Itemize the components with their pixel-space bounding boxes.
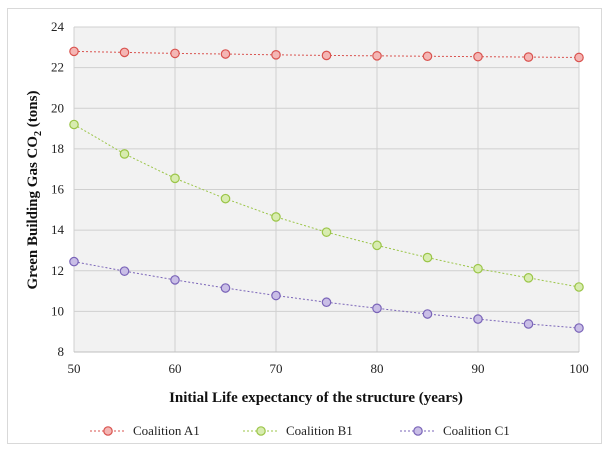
data-point	[271, 50, 281, 60]
y-tick-label: 14	[51, 222, 65, 237]
y-tick-label: 24	[51, 19, 65, 34]
y-tick-label: 8	[58, 344, 65, 359]
y-tick-label: 20	[51, 100, 64, 115]
data-point	[321, 227, 332, 237]
legend-item-coalition-a1: Coalition A1	[90, 423, 200, 438]
legend-marker	[413, 426, 423, 436]
data-point	[523, 319, 534, 329]
data-point	[372, 303, 382, 314]
legend: Coalition A1 Coalition B1 Coalition C1	[90, 423, 510, 438]
legend-marker	[103, 426, 113, 436]
series-coalition-a1	[69, 46, 584, 63]
legend-item-coalition-b1: Coalition B1	[243, 423, 353, 438]
data-point	[422, 309, 433, 319]
legend-item-coalition-c1: Coalition C1	[400, 423, 510, 438]
data-point	[321, 50, 332, 61]
data-point	[473, 51, 483, 62]
data-point	[372, 51, 382, 61]
x-tick-label: 50	[68, 361, 81, 376]
y-axis-title: Green Building Gas CO2 (tons)	[25, 91, 44, 290]
x-tick-label: 90	[472, 361, 485, 376]
y-tick-label: 16	[51, 182, 65, 197]
x-tick-label: 70	[270, 361, 283, 376]
x-axis-title: Initial Life expectancy of the structure…	[169, 390, 463, 406]
data-point	[473, 263, 483, 274]
data-point	[422, 51, 433, 62]
data-point	[119, 149, 130, 159]
data-point	[473, 314, 483, 324]
legend-label: Coalition C1	[443, 423, 510, 438]
tick-labels: 8 10 12 14 16 18 20 22 24 50 60 70 80 90 100	[51, 19, 589, 376]
x-tick-label: 60	[169, 361, 182, 376]
series-layer	[69, 46, 584, 333]
legend-label: Coalition A1	[133, 423, 200, 438]
data-point	[69, 46, 79, 57]
data-point	[574, 282, 584, 292]
data-point	[372, 240, 382, 251]
gridlines	[73, 26, 580, 353]
y-tick-label: 18	[51, 141, 64, 156]
data-point	[523, 273, 534, 283]
y-tick-label: 22	[51, 60, 64, 75]
series-coalition-b1	[69, 119, 584, 292]
x-tick-label: 100	[569, 361, 589, 376]
data-point	[69, 119, 79, 130]
legend-label: Coalition B1	[286, 423, 353, 438]
data-point	[170, 275, 180, 285]
data-point	[170, 173, 180, 184]
data-point	[422, 252, 433, 263]
x-tick-label: 80	[371, 361, 384, 376]
data-point	[220, 283, 231, 293]
data-point	[119, 266, 130, 276]
y-tick-label: 12	[51, 263, 64, 278]
data-point	[220, 49, 231, 59]
y-axis-title-unit: (tons)	[25, 91, 41, 131]
y-axis-title-main: Green Building Gas CO	[25, 136, 41, 290]
data-point	[170, 48, 180, 59]
data-point	[119, 47, 130, 58]
series-line	[73, 261, 580, 329]
data-point	[69, 256, 79, 267]
legend-marker	[256, 426, 266, 436]
y-axis-title-subscript: 2	[33, 131, 44, 136]
data-point	[220, 193, 231, 204]
data-point	[271, 290, 281, 301]
data-point	[321, 297, 332, 308]
data-point	[271, 212, 281, 222]
data-point	[574, 323, 584, 333]
chart-frame	[7, 8, 602, 444]
series-line	[73, 124, 580, 288]
data-point	[574, 52, 584, 63]
y-tick-label: 10	[51, 303, 64, 318]
series-coalition-c1	[69, 256, 584, 333]
data-point	[523, 52, 534, 62]
